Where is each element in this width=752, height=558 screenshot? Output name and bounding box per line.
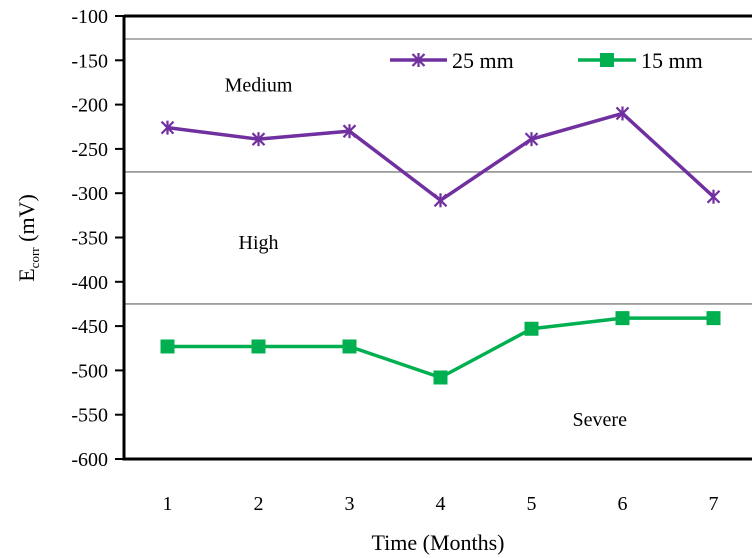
data-point-s1-4 [524, 321, 539, 336]
x-tick-label: 5 [527, 493, 537, 515]
series-line-1 [167, 316, 714, 380]
y-axis-title: Ecorr (mV) [14, 194, 42, 282]
x-tick-label: 1 [163, 493, 173, 515]
y-tick-label: -350 [71, 228, 108, 250]
series-line-0 [167, 111, 715, 203]
data-point-s1-2 [342, 339, 357, 354]
legend-marker-0 [411, 53, 426, 67]
data-point-s1-0 [160, 339, 175, 354]
y-axis-title-main: E [14, 268, 39, 281]
zone-label-severe: Severe [573, 409, 628, 431]
legend-label-0: 25 mm [452, 48, 514, 73]
x-tick-label: 2 [254, 493, 264, 515]
y-tick-label: -150 [71, 50, 108, 72]
y-tick-label: -450 [71, 316, 108, 338]
data-point-s0-6 [706, 189, 721, 204]
y-tick-label: -100 [71, 6, 108, 28]
x-tick-label: 7 [709, 493, 719, 515]
data-point-s1-1 [251, 339, 266, 354]
y-tick-label: -400 [71, 272, 108, 294]
legend-marker-1 [600, 53, 614, 67]
data-point-s0-1 [251, 132, 266, 147]
x-tick-label: 3 [345, 493, 355, 515]
data-point-s1-6 [706, 311, 721, 326]
x-axis-title: Time (Months) [371, 530, 504, 555]
y-tick-label: -200 [71, 95, 108, 117]
data-point-s1-3 [433, 370, 448, 385]
y-tick-label: -500 [71, 360, 108, 382]
y-tick-label: -600 [71, 449, 108, 471]
data-point-s0-3 [433, 193, 448, 208]
y-axis-title-subscript: corr [27, 247, 42, 269]
legend-label-1: 15 mm [641, 48, 703, 73]
y-axis-title-unit: (mV) [14, 194, 39, 247]
y-tick-label: -550 [71, 405, 108, 427]
x-tick-label: 4 [436, 493, 446, 515]
data-point-s1-5 [615, 311, 630, 326]
y-tick-label: -250 [71, 139, 108, 161]
data-point-s0-2 [342, 124, 357, 139]
data-point-s0-4 [524, 132, 539, 147]
zone-label-high: High [239, 232, 279, 254]
zone-label-medium: Medium [225, 74, 293, 96]
x-tick-label: 6 [618, 493, 628, 515]
data-point-s0-0 [160, 120, 175, 135]
data-point-s0-5 [615, 106, 630, 121]
y-tick-label: -300 [71, 183, 108, 205]
